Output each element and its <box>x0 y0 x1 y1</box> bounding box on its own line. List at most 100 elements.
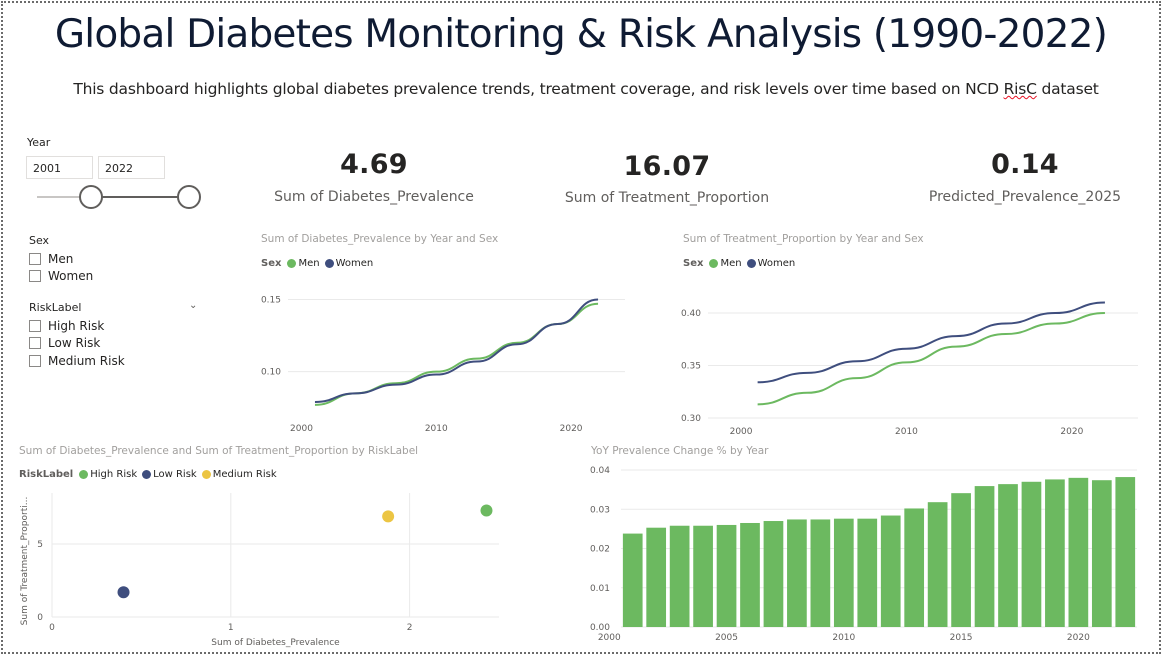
legend-item-women[interactable]: Women <box>746 258 796 269</box>
chart-title: Sum of Diabetes_Prevalence and Sum of Tr… <box>19 445 419 457</box>
legend-dot <box>201 470 211 479</box>
chart-title: YoY Prevalence Change % by Year <box>591 445 769 457</box>
option-label: Women <box>48 268 94 283</box>
x-tick-label: 2020 <box>1060 427 1083 437</box>
y-tick-label: 0.04 <box>590 466 610 476</box>
series-line-men <box>314 302 599 406</box>
checkbox[interactable] <box>29 252 41 265</box>
bar-2001 <box>622 533 643 627</box>
legend-dot <box>709 259 719 268</box>
y-tick-label: 0.40 <box>681 309 701 319</box>
legend-item-medium-risk[interactable]: Medium Risk <box>201 469 277 480</box>
legend-label: Medium Risk <box>212 469 277 480</box>
subtitle-text: This dashboard highlights global diabete… <box>73 80 1004 98</box>
bar-2019 <box>1045 479 1065 627</box>
legend-label: Low Risk <box>153 469 197 480</box>
risk-option-low[interactable]: Low Risk <box>29 334 100 351</box>
option-label: Medium Risk <box>48 353 125 368</box>
x-tick-label: 2000 <box>598 633 621 643</box>
option-label: Low Risk <box>48 335 101 350</box>
bar-2013 <box>904 508 925 627</box>
option-label: High Risk <box>48 318 105 333</box>
y-tick-label: 0.30 <box>681 414 701 424</box>
bar-2002 <box>646 527 667 627</box>
legend-label: Women <box>335 258 374 269</box>
legend-dot <box>142 470 152 479</box>
legend-item-low-risk[interactable]: Low Risk <box>142 469 197 480</box>
legend-item-men[interactable]: Men <box>709 258 742 269</box>
bar-2020 <box>1068 477 1089 627</box>
legend-label: Men <box>720 258 742 269</box>
series-line-women <box>314 298 599 403</box>
bar-2015 <box>951 493 971 627</box>
diabetes-prevalence-line-chart[interactable]: 0.10 0.15 2000 2010 2020 <box>250 275 640 440</box>
legend-label: Men <box>298 258 320 269</box>
risk-scatter-chart[interactable]: 0 5 0 1 2 Sum of Diabetes_Prevalence Sum of Tr… <box>14 485 514 650</box>
page-subtitle: This dashboard highlights global diabete… <box>0 80 1162 98</box>
sex-option-men[interactable]: Men <box>29 250 73 267</box>
year-slicer-label: Year <box>27 136 51 149</box>
yoy-prevalence-bar-chart[interactable]: 0.00 0.01 0.02 0.03 0.04 2000 2005 2010 2015 2020 <box>585 460 1145 648</box>
chart-title: Sum of Diabetes_Prevalence by Year and S… <box>261 233 499 245</box>
legend-dot <box>324 259 334 268</box>
year-slider-start-handle[interactable] <box>79 185 103 209</box>
legend-item-women[interactable]: Women <box>324 258 374 269</box>
sex-slicer-label: Sex <box>29 234 50 247</box>
treatment-proportion-line-chart[interactable]: 0.30 0.35 0.40 2000 2010 2020 <box>670 280 1145 440</box>
checkbox[interactable] <box>29 319 41 332</box>
x-axis-label: Sum of Diabetes_Prevalence <box>211 638 340 648</box>
bar-2016 <box>974 486 995 627</box>
legend-item-high-risk[interactable]: High Risk <box>79 469 137 480</box>
y-tick-label: 0 <box>37 613 43 623</box>
bar-2009 <box>810 519 831 627</box>
y-axis-label: Sum of Treatment_Proporti... <box>20 497 30 626</box>
x-tick-label: 2 <box>407 623 413 633</box>
y-tick-label: 0.03 <box>590 505 610 515</box>
chevron-down-icon[interactable]: ⌄ <box>189 300 198 311</box>
kpi-predicted-prevalence-value: 0.14 <box>991 149 1059 180</box>
y-tick-label: 0.01 <box>590 584 610 594</box>
bar-2022 <box>1115 477 1136 627</box>
scatter-point-low-risk <box>117 586 130 599</box>
legend-item-men[interactable]: Men <box>287 258 320 269</box>
y-tick-label: 0.35 <box>681 362 701 372</box>
x-tick-label: 2020 <box>560 424 583 434</box>
legend-label: Women <box>757 258 796 269</box>
year-slider-end-handle[interactable] <box>177 185 201 209</box>
bar-2006 <box>740 522 760 627</box>
bar-2004 <box>693 525 713 627</box>
kpi-treatment-proportion-label: Sum of Treatment_Proportion <box>564 190 770 206</box>
x-tick-label: 2000 <box>730 427 753 437</box>
year-slider-range <box>91 196 189 198</box>
checkbox[interactable] <box>29 269 41 282</box>
sex-option-women[interactable]: Women <box>29 267 93 284</box>
bar-2017 <box>998 484 1018 627</box>
legend-label: High Risk <box>90 469 138 480</box>
risk-option-medium[interactable]: Medium Risk <box>29 352 125 369</box>
year-end-input[interactable]: 2022 <box>98 156 165 179</box>
scatter-point-medium-risk <box>382 510 395 523</box>
bar-2011 <box>857 518 878 627</box>
risk-option-high[interactable]: High Risk <box>29 317 104 334</box>
legend-dot <box>79 470 89 479</box>
year-start-input[interactable]: 2001 <box>26 156 93 179</box>
x-tick-label: 2000 <box>290 424 313 434</box>
bar-2018 <box>1021 481 1042 627</box>
x-tick-label: 0 <box>49 623 55 633</box>
bar-2003 <box>669 525 690 627</box>
checkbox[interactable] <box>29 336 41 349</box>
bar-2012 <box>880 515 901 627</box>
chart-legend: Sex Men Women <box>683 258 800 269</box>
x-tick-label: 1 <box>228 623 234 633</box>
option-label: Men <box>48 251 74 266</box>
legend-title: Sex <box>261 258 282 269</box>
chart-legend: Sex Men Women <box>261 258 378 269</box>
y-tick-label: 0.02 <box>590 545 610 555</box>
kpi-diabetes-prevalence-value: 4.69 <box>340 149 408 180</box>
x-tick-label: 2005 <box>715 633 738 643</box>
checkbox[interactable] <box>29 354 41 367</box>
chart-legend: RiskLabel High Risk Low Risk Medium Risk <box>19 469 282 480</box>
x-tick-label: 2010 <box>832 633 855 643</box>
bar-2010 <box>833 518 854 627</box>
